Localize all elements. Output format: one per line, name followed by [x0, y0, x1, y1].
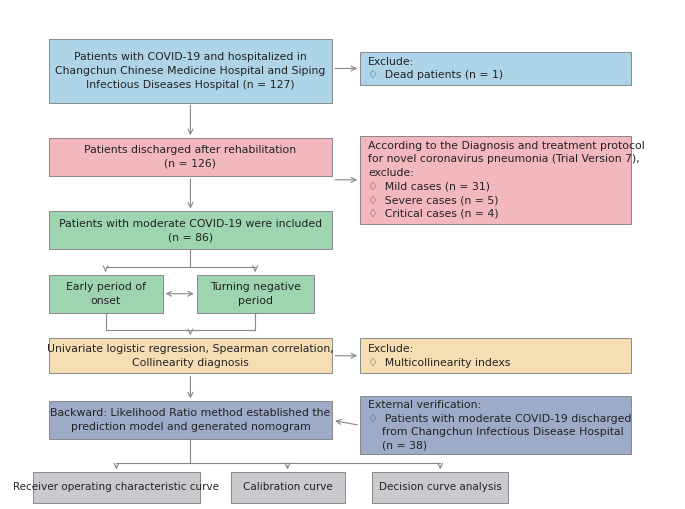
Text: Exclude:
♢  Dead patients (n = 1): Exclude: ♢ Dead patients (n = 1): [368, 56, 503, 80]
FancyBboxPatch shape: [49, 275, 162, 313]
FancyBboxPatch shape: [197, 275, 314, 313]
FancyBboxPatch shape: [373, 472, 508, 502]
Text: Patients discharged after rehabilitation
(n = 126): Patients discharged after rehabilitation…: [84, 145, 297, 169]
Text: Backward: Likelihood Ratio method established the
prediction model and generated: Backward: Likelihood Ratio method establ…: [50, 409, 331, 432]
FancyBboxPatch shape: [49, 39, 332, 103]
FancyBboxPatch shape: [360, 52, 632, 85]
Text: Turning negative
period: Turning negative period: [210, 282, 301, 305]
FancyBboxPatch shape: [360, 338, 632, 374]
Text: Calibration curve: Calibration curve: [242, 483, 332, 492]
FancyBboxPatch shape: [49, 401, 332, 439]
Text: Receiver operating characteristic curve: Receiver operating characteristic curve: [14, 483, 219, 492]
Text: External verification:
♢  Patients with moderate COVID-19 discharged
    from Ch: External verification: ♢ Patients with m…: [368, 400, 632, 451]
FancyBboxPatch shape: [360, 396, 632, 455]
Text: According to the Diagnosis and treatment protocol
for novel coronavirus pneumoni: According to the Diagnosis and treatment…: [368, 141, 645, 219]
FancyBboxPatch shape: [49, 338, 332, 374]
Text: Early period of
onset: Early period of onset: [66, 282, 146, 305]
Text: Patients with moderate COVID-19 were included
(n = 86): Patients with moderate COVID-19 were inc…: [59, 219, 322, 242]
Text: Decision curve analysis: Decision curve analysis: [379, 483, 501, 492]
FancyBboxPatch shape: [33, 472, 199, 502]
FancyBboxPatch shape: [49, 211, 332, 249]
FancyBboxPatch shape: [360, 135, 632, 224]
Text: Patients with COVID-19 and hospitalized in
Changchun Chinese Medicine Hospital a: Patients with COVID-19 and hospitalized …: [55, 52, 325, 90]
Text: Exclude:
♢  Multicollinearity indexs: Exclude: ♢ Multicollinearity indexs: [368, 344, 510, 367]
FancyBboxPatch shape: [49, 138, 332, 176]
FancyBboxPatch shape: [231, 472, 345, 502]
Text: Univariate logistic regression, Spearman correlation,
Collinearity diagnosis: Univariate logistic regression, Spearman…: [47, 344, 334, 367]
